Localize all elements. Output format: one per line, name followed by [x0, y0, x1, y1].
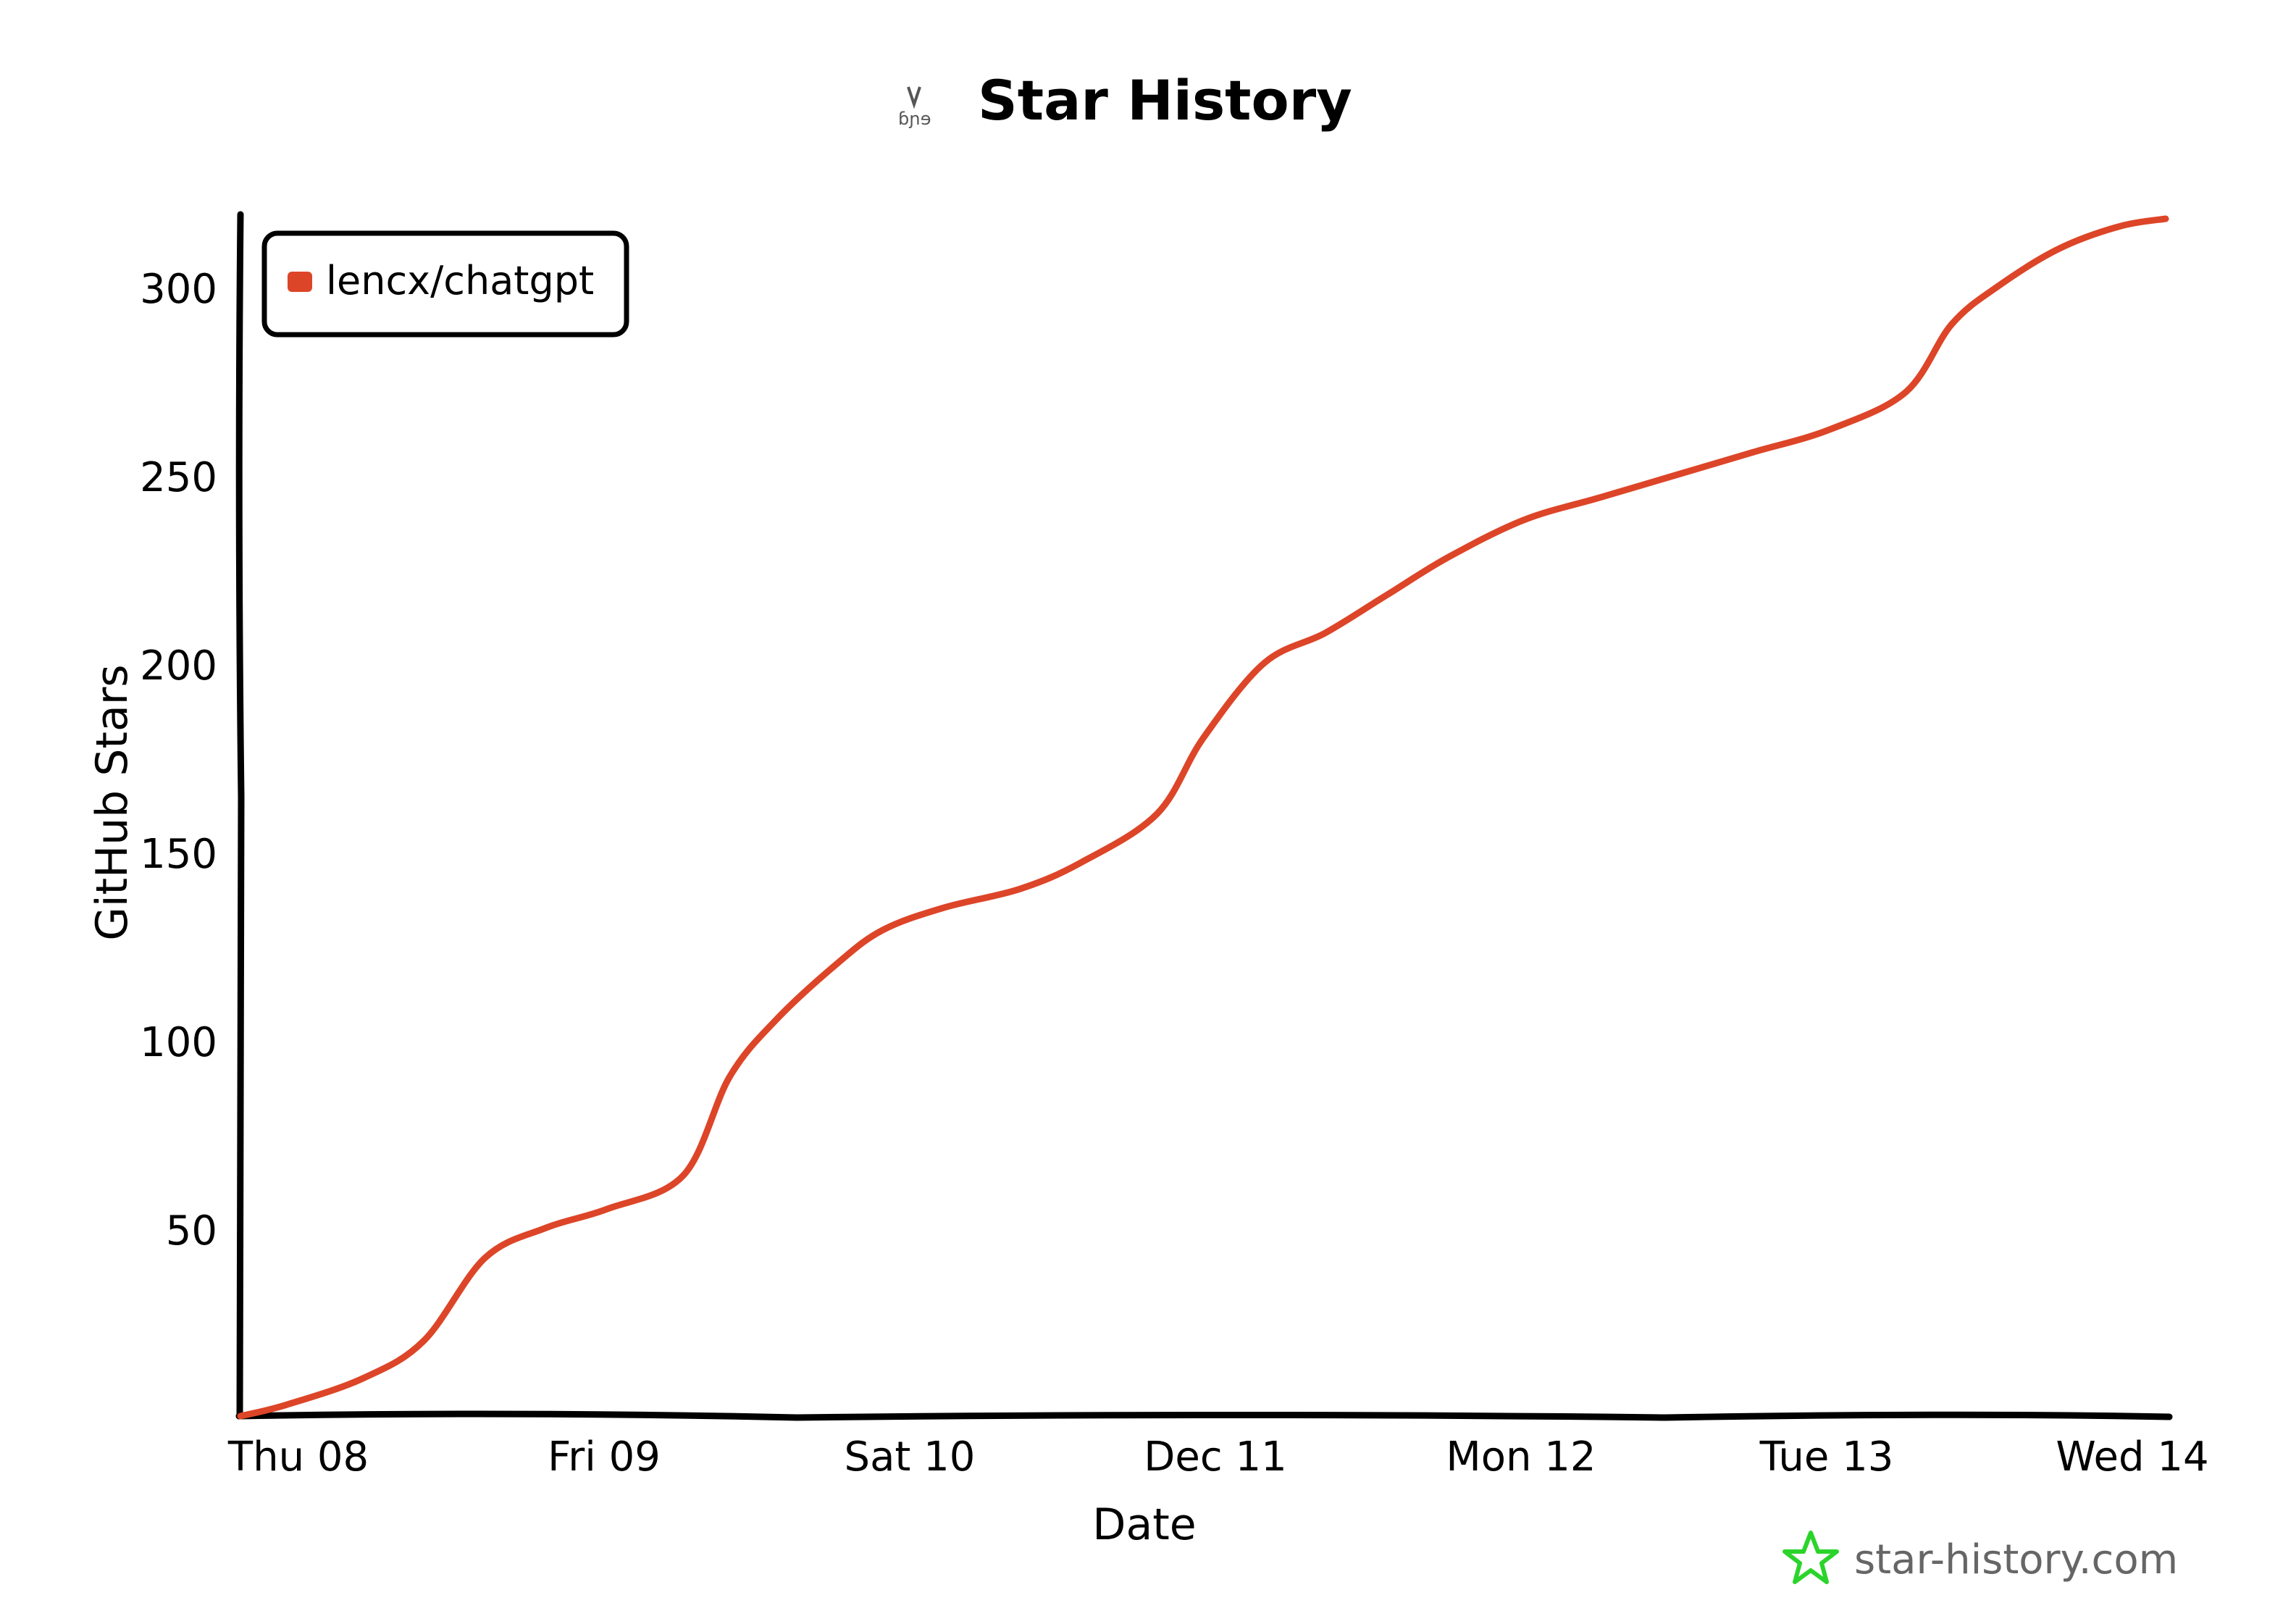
y-tick-label: 50 — [166, 1207, 217, 1255]
title-logo-icon: ɓɲɘ — [898, 86, 931, 129]
x-tick-label: Sat 10 — [845, 1433, 976, 1481]
x-axis — [235, 1410, 2173, 1421]
star-history-logo-icon — [1783, 1531, 1839, 1584]
legend-swatch — [288, 272, 312, 292]
x-tick-label: Dec 11 — [1144, 1433, 1286, 1481]
x-tick-label: Mon 12 — [1446, 1433, 1596, 1481]
series-points — [238, 216, 2169, 1419]
x-axis-label: Date — [1092, 1499, 1196, 1550]
x-tick-label: Thu 08 — [227, 1433, 369, 1481]
x-tick-label: Tue 13 — [1759, 1433, 1894, 1481]
x-tick-label: Fri 09 — [548, 1433, 661, 1481]
legend-label: lencx/chatgpt — [326, 258, 594, 304]
legend: lencx/chatgpt — [261, 230, 629, 338]
y-axis — [235, 211, 245, 1420]
y-tick-label: 100 — [140, 1019, 217, 1066]
chart-title: Star History — [978, 68, 1352, 133]
y-tick-label: 250 — [140, 454, 217, 501]
y-tick-label: 150 — [140, 831, 217, 878]
y-tick-label: 200 — [140, 643, 217, 690]
y-tick-label: 300 — [140, 266, 217, 313]
svg-text:ɓɲɘ: ɓɲɘ — [898, 109, 931, 129]
watermark-text: star-history.com — [1854, 1536, 2178, 1583]
x-tick-label: Wed 14 — [2056, 1433, 2208, 1481]
series-line-lencx-chatgpt — [237, 215, 2169, 1420]
y-axis-label: GitHub Stars — [87, 664, 138, 940]
